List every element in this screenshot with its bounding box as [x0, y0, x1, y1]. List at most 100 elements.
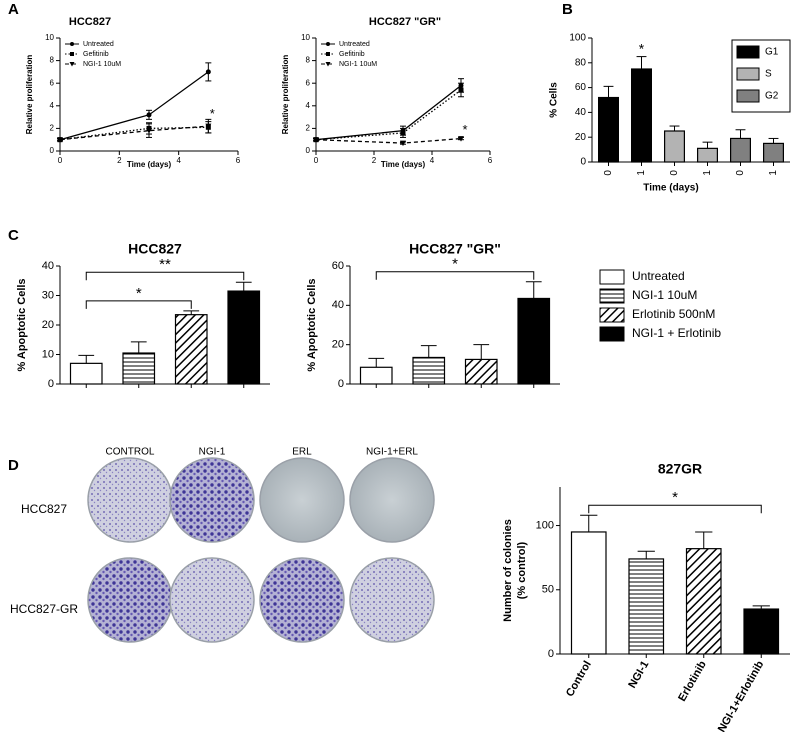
legend-swatch — [736, 67, 760, 81]
colony-plate — [169, 457, 255, 543]
y-tick-label: 80 — [575, 57, 587, 68]
data-marker — [326, 42, 330, 46]
bar — [663, 130, 685, 163]
bar — [729, 137, 751, 163]
y-tick-label: 100 — [536, 519, 554, 531]
legend-label: G2 — [765, 91, 779, 102]
y-tick-label: 40 — [332, 299, 344, 311]
x-tick-label: 2 — [372, 156, 377, 165]
data-marker — [313, 137, 319, 143]
annotation: * — [462, 122, 467, 137]
panel-label: D — [8, 457, 19, 474]
x-tick-label: 6 — [488, 156, 493, 165]
y-tick-label: 4 — [306, 101, 311, 110]
y-axis-label: % Cells — [549, 82, 560, 118]
series-line — [59, 71, 209, 141]
data-marker — [400, 140, 406, 147]
x-tick-label: 0 — [669, 170, 680, 176]
y-tick-label: 10 — [42, 348, 54, 360]
bar — [517, 297, 551, 385]
bar — [464, 358, 498, 385]
x-tick-label: 4 — [430, 156, 435, 165]
data-marker — [69, 62, 75, 67]
annotation: * — [136, 285, 142, 302]
bar — [743, 608, 780, 655]
series-line — [315, 137, 462, 144]
legend-swatch — [599, 307, 625, 323]
bar — [696, 147, 718, 163]
legend-label: NGI-1 10uM — [83, 61, 121, 68]
y-tick-label: 50 — [542, 584, 554, 596]
colony-plate — [349, 557, 435, 643]
y-tick-label: 0 — [306, 146, 311, 155]
y-tick-label: 0 — [548, 648, 554, 660]
colony-plate — [169, 557, 255, 643]
y-tick-label: 30 — [42, 289, 54, 301]
chart-title: HCC827 "GR" — [409, 241, 501, 257]
legend-label: Untreated — [339, 41, 370, 48]
x-tick-label: 0 — [314, 156, 319, 165]
y-tick-label: 20 — [575, 132, 587, 143]
plate-column-label: CONTROL — [106, 447, 155, 458]
y-tick-label: 60 — [332, 260, 344, 272]
bar — [412, 356, 446, 385]
y-axis-label: Relative proliferation — [281, 55, 290, 135]
colony-plate — [87, 457, 173, 543]
x-tick-label: 2 — [117, 156, 122, 165]
x-tick-label: 0 — [735, 170, 746, 176]
bar — [69, 362, 103, 385]
colony-plate — [259, 557, 345, 643]
annotation: * — [672, 489, 678, 506]
legend-label: Gefitinib — [339, 51, 365, 58]
significance-bracket — [85, 300, 192, 309]
bar — [762, 142, 784, 163]
bar — [122, 352, 156, 385]
x-axis-label: Time (days) — [381, 160, 426, 169]
x-tick-label: 6 — [236, 156, 241, 165]
plate-column-label: ERL — [292, 447, 312, 458]
annotation: * — [639, 40, 645, 56]
x-tick-label: 1 — [768, 170, 779, 176]
y-tick-label: 20 — [42, 319, 54, 331]
legend-label: Erlotinib 500nM — [632, 307, 715, 321]
colony-plate — [87, 557, 173, 643]
legend-label: Gefitinib — [83, 51, 109, 58]
colony-plate — [259, 457, 345, 543]
annotation: * — [452, 256, 458, 273]
y-tick-label: 20 — [332, 339, 344, 351]
y-tick-label: 40 — [575, 107, 587, 118]
panel-label: C — [8, 227, 19, 244]
y-tick-label: 4 — [50, 101, 55, 110]
colony-plate — [349, 457, 435, 543]
legend-label: Untreated — [632, 269, 685, 283]
chart-title: 827GR — [658, 461, 702, 477]
x-axis-label: Time (days) — [643, 183, 698, 194]
y-tick-label: 100 — [569, 33, 586, 44]
data-marker — [146, 128, 152, 134]
bar — [685, 548, 722, 655]
data-marker — [146, 112, 152, 118]
y-tick-label: 0 — [338, 378, 344, 390]
x-tick-label: Control — [564, 659, 594, 699]
legend-swatch — [599, 269, 625, 285]
data-marker — [326, 52, 330, 56]
y-tick-label: 0 — [48, 378, 54, 390]
x-tick-label: Erlotinib — [676, 659, 709, 704]
y-axis-label: (% control) — [516, 541, 528, 599]
y-tick-label: 8 — [50, 56, 55, 65]
legend-swatch — [599, 288, 625, 304]
bar — [570, 531, 607, 655]
x-tick-label: 1 — [636, 170, 647, 176]
data-marker — [57, 137, 63, 143]
chart-title: HCC827 — [128, 241, 182, 257]
data-marker — [458, 136, 464, 142]
y-axis-label: Relative proliferation — [25, 55, 34, 135]
y-tick-label: 10 — [45, 33, 54, 42]
y-tick-label: 0 — [50, 146, 55, 155]
plate-column-label: NGI-1+ERL — [366, 447, 418, 458]
bar — [630, 68, 652, 163]
series-line — [59, 125, 209, 141]
x-tick-label: 0 — [603, 170, 614, 176]
significance-bracket — [375, 271, 535, 280]
chart-title: HCC827 — [69, 16, 111, 28]
